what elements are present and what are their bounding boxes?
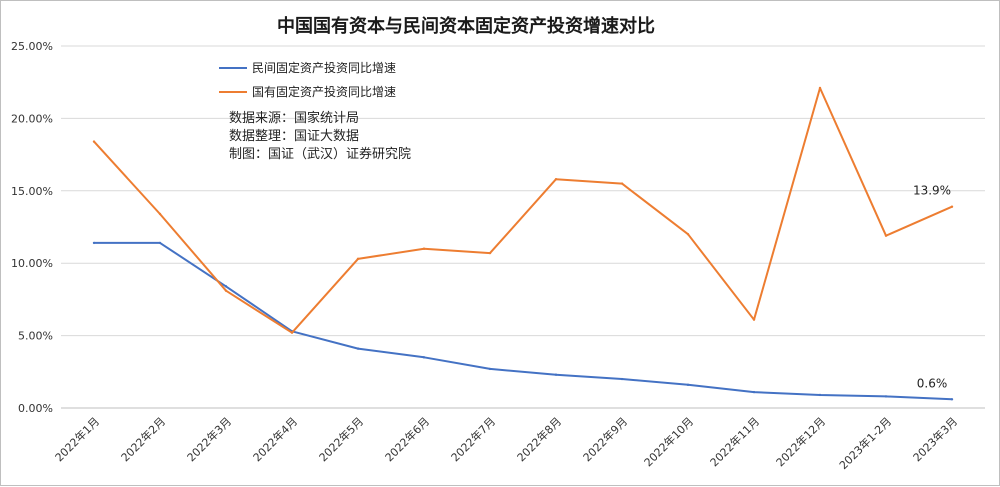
data-point xyxy=(884,395,888,398)
data-point xyxy=(686,383,690,387)
data-point xyxy=(356,257,360,261)
chart-title: 中国国有资本与民间资本固定资产投资增速对比 xyxy=(277,15,655,37)
y-tick-label: 25.00% xyxy=(11,40,53,53)
data-point xyxy=(950,398,954,401)
source-notes: 数据来源：国家统计局 数据整理：国证大数据 制图：国证（武汉）证券研究院 xyxy=(229,110,411,162)
data-point xyxy=(422,247,426,250)
data-point xyxy=(92,140,96,143)
data-point xyxy=(686,233,690,236)
data-point xyxy=(158,212,162,216)
data-point xyxy=(752,318,756,321)
data-point xyxy=(488,251,492,255)
x-tick-label: 2022年10月 xyxy=(641,414,696,469)
data-point xyxy=(752,390,756,394)
y-tick-label: 10.00% xyxy=(11,257,53,270)
data-point xyxy=(620,377,624,381)
data-point xyxy=(356,347,360,350)
x-tick-label: 2023年3月 xyxy=(910,414,960,464)
y-tick-label: 0.00% xyxy=(18,402,53,415)
data-point xyxy=(488,367,492,371)
x-tick-label: 2022年3月 xyxy=(184,414,234,464)
x-tick-label: 2022年1月 xyxy=(52,414,102,464)
data-point xyxy=(554,373,558,376)
series-lines xyxy=(92,86,954,401)
y-tick-label: 5.00% xyxy=(18,330,53,343)
series-line-0 xyxy=(94,241,953,401)
data-point xyxy=(422,356,426,359)
data-point xyxy=(158,241,162,245)
x-tick-label: 2022年6月 xyxy=(382,414,432,464)
data-point xyxy=(554,178,558,181)
y-tick-label: 20.00% xyxy=(11,112,53,125)
x-tick-label: 2022年4月 xyxy=(250,414,300,464)
x-tick-label: 2022年12月 xyxy=(773,414,828,469)
x-tick-label: 2022年9月 xyxy=(580,414,630,464)
x-tick-label: 2022年5月 xyxy=(316,414,366,464)
data-point xyxy=(950,205,954,208)
legend-label-state: 国有固定资产投资同比增速 xyxy=(252,84,396,99)
data-labels: 0.6% 13.9% xyxy=(913,184,951,391)
series-line-1 xyxy=(93,87,953,334)
data-point xyxy=(224,289,228,292)
x-tick-label: 2022年7月 xyxy=(448,414,498,464)
data-point xyxy=(224,285,228,288)
note-charting: 制图：国证（武汉）证券研究院 xyxy=(229,146,411,162)
data-point xyxy=(884,234,888,237)
legend: 民间固定资产投资同比增速 国有固定资产投资同比增速 xyxy=(219,60,396,99)
x-tick-label: 2022年2月 xyxy=(118,414,168,464)
data-point xyxy=(620,182,624,185)
note-source: 数据来源：国家统计局 xyxy=(229,110,359,126)
end-value-label: 13.9% xyxy=(913,184,951,198)
data-point xyxy=(818,86,822,90)
gridlines xyxy=(61,45,985,409)
end-value-label: 0.6% xyxy=(917,376,948,390)
data-point xyxy=(290,331,294,334)
y-axis-ticks: 0.00% 5.00% 10.00% 15.00% 20.00% 25.00% xyxy=(11,40,53,415)
note-compiler: 数据整理：国证大数据 xyxy=(229,129,359,144)
data-point xyxy=(818,393,822,397)
data-point xyxy=(92,241,96,245)
x-tick-label: 2022年11月 xyxy=(707,414,762,469)
x-tick-label: 2022年8月 xyxy=(514,414,564,464)
legend-label-private: 民间固定资产投资同比增速 xyxy=(252,60,396,75)
y-tick-label: 15.00% xyxy=(11,185,53,198)
x-tick-label: 2023年1-2月 xyxy=(836,414,894,472)
x-axis-ticks: 2022年1月 2022年2月 2022年3月 2022年4月 2022年5月 2022年… xyxy=(52,414,960,472)
